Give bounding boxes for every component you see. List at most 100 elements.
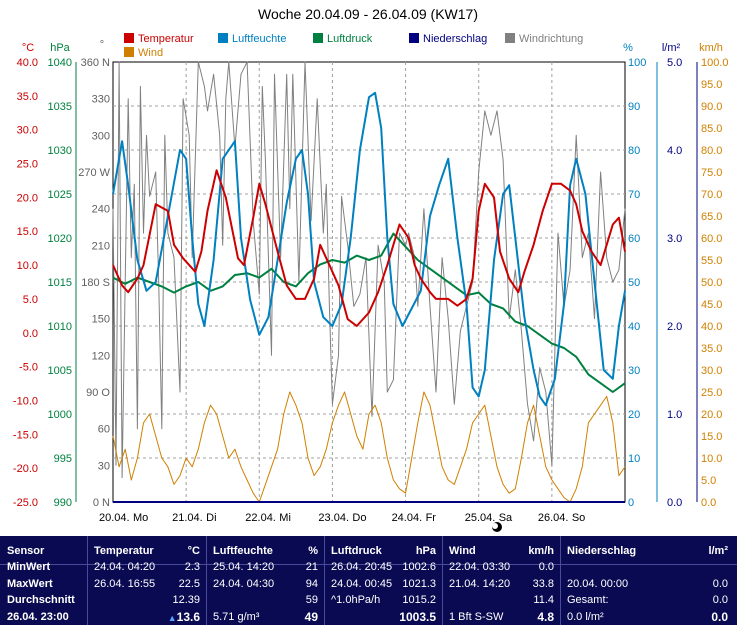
wind-tick-label: 50.0 bbox=[701, 277, 722, 289]
direction-tick-label: 0 N bbox=[93, 497, 110, 509]
direction-tick-label: 30 bbox=[98, 460, 110, 472]
legend-label: Temperatur bbox=[138, 33, 194, 45]
hum-avg-value: 59 bbox=[305, 594, 318, 606]
direction-tick-label: 120 bbox=[92, 350, 110, 362]
direction-axis-unit: ° bbox=[100, 39, 104, 51]
legend-label: Luftdruck bbox=[327, 33, 373, 45]
humidity-tick-label: 30 bbox=[628, 365, 640, 377]
header-rain: Niederschlag bbox=[567, 545, 637, 557]
temp-tick-label: 5.0 bbox=[23, 294, 38, 306]
wind-max-time: 21.04. 14:20 bbox=[449, 578, 511, 590]
header-temp-unit: °C bbox=[187, 545, 200, 557]
x-day-label: Do bbox=[352, 512, 366, 524]
humidity-tick-label: 100 bbox=[628, 57, 646, 69]
temp-tick-label: 20.0 bbox=[17, 192, 38, 204]
temp-tick-label: -20.0 bbox=[13, 463, 38, 475]
temp-tick-label: 25.0 bbox=[17, 159, 38, 171]
rain-current-amount: 0.0 l/m² bbox=[567, 611, 604, 623]
rain-tick-label: 5.0 bbox=[667, 57, 682, 69]
x-day-label: Sa bbox=[499, 512, 513, 524]
wind-tick-label: 85.0 bbox=[701, 123, 722, 135]
temp-tick-label: 35.0 bbox=[17, 91, 38, 103]
temp-axis-unit: °C bbox=[22, 42, 34, 54]
x-date-label: 20.04. bbox=[99, 512, 130, 524]
series-temperatur bbox=[112, 169, 626, 327]
hum-current-value: 49 bbox=[304, 610, 318, 624]
temp-tick-label: 15.0 bbox=[17, 226, 38, 238]
direction-tick-label: 360 N bbox=[81, 57, 110, 69]
x-date-label: 26.04. bbox=[538, 512, 569, 524]
stats-col-temp: Temperatur °C 24.04. 04:20 2.3 26.04. 16… bbox=[87, 536, 206, 625]
humidity-tick-label: 70 bbox=[628, 189, 640, 201]
wind-tick-label: 10.0 bbox=[701, 453, 722, 465]
header-sensor: Sensor bbox=[7, 545, 45, 557]
x-date-label: 23.04. bbox=[318, 512, 349, 524]
legend-swatch bbox=[124, 47, 134, 57]
legend-swatch bbox=[313, 33, 323, 43]
header-pressure: Luftdruck bbox=[331, 545, 382, 557]
header-humidity-unit: % bbox=[308, 545, 318, 557]
press-max-time: 24.04. 00:45 bbox=[331, 578, 393, 590]
direction-tick-label: 300 bbox=[92, 130, 110, 142]
wind-tick-label: 5.0 bbox=[701, 475, 716, 487]
stats-col-rain: Niederschlag l/m² 20.04. 00:00 0.0 Gesam… bbox=[560, 536, 728, 625]
pressure-axis-unit: hPa bbox=[50, 42, 70, 54]
chart-title: Woche 20.04.09 - 26.04.09 (KW17) bbox=[258, 6, 478, 22]
pressure-tick-label: 1040 bbox=[48, 57, 72, 69]
hum-max-time: 24.04. 04:30 bbox=[213, 578, 275, 590]
header-temp: Temperatur bbox=[94, 545, 154, 557]
wind-current-value: 4.8 bbox=[537, 610, 554, 624]
temp-tick-label: -10.0 bbox=[13, 395, 38, 407]
rain-total-label: Gesamt: bbox=[567, 594, 609, 606]
humidity-tick-label: 60 bbox=[628, 233, 640, 245]
wind-tick-label: 80.0 bbox=[701, 145, 722, 157]
header-rain-unit: l/m² bbox=[708, 545, 728, 557]
direction-tick-label: 150 bbox=[92, 314, 110, 326]
rain-max-time: 20.04. 00:00 bbox=[567, 578, 629, 590]
humidity-tick-label: 90 bbox=[628, 101, 640, 113]
press-trend: ^1.0hPa/h bbox=[331, 594, 381, 606]
trend-arrow-icon: ▲ bbox=[167, 613, 177, 623]
direction-tick-label: 210 bbox=[92, 240, 110, 252]
moon-phase-icon-inner bbox=[492, 523, 498, 529]
wind-tick-label: 65.0 bbox=[701, 211, 722, 223]
press-current-value: 1003.5 bbox=[399, 610, 436, 624]
wind-tick-label: 100.0 bbox=[701, 57, 729, 69]
x-day-label: Mo bbox=[133, 512, 148, 524]
temp-tick-label: -5.0 bbox=[19, 362, 38, 374]
direction-tick-label: 90 O bbox=[86, 387, 110, 399]
legend-swatch bbox=[505, 33, 515, 43]
label-max: MaxWert bbox=[7, 578, 53, 590]
rain-tick-label: 4.0 bbox=[667, 145, 682, 157]
wind-tick-label: 45.0 bbox=[701, 299, 722, 311]
rain-total-value: 0.0 bbox=[712, 594, 728, 606]
label-avg: Durchschnitt bbox=[7, 594, 75, 606]
temp-current-text: 13.6 bbox=[176, 610, 200, 624]
divider bbox=[0, 564, 737, 565]
wind-tick-label: 20.0 bbox=[701, 409, 722, 421]
pressure-tick-label: 1035 bbox=[48, 101, 72, 113]
wind-tick-label: 70.0 bbox=[701, 189, 722, 201]
direction-tick-label: 180 S bbox=[81, 277, 110, 289]
direction-tick-label: 270 W bbox=[78, 167, 110, 179]
temp-current-value: ▲13.6 bbox=[168, 611, 200, 625]
press-min-value: 1002.6 bbox=[402, 561, 436, 573]
humidity-tick-label: 0 bbox=[628, 497, 634, 509]
pressure-tick-label: 1000 bbox=[48, 409, 72, 421]
press-avg-value: 1015.2 bbox=[402, 594, 436, 606]
wind-avg-value: 11.4 bbox=[533, 594, 554, 606]
wind-tick-label: 90.0 bbox=[701, 101, 722, 113]
wind-tick-label: 95.0 bbox=[701, 79, 722, 91]
pressure-tick-label: 995 bbox=[54, 453, 72, 465]
header-humidity: Luftfeuchte bbox=[213, 545, 273, 557]
temp-max-time: 26.04. 16:55 bbox=[94, 578, 156, 590]
humidity-tick-label: 40 bbox=[628, 321, 640, 333]
label-min: MinWert bbox=[7, 561, 51, 573]
rain-max-value: 0.0 bbox=[712, 578, 728, 590]
direction-tick-label: 330 bbox=[92, 94, 110, 106]
wind-tick-label: 35.0 bbox=[701, 343, 722, 355]
legend-label: Windrichtung bbox=[519, 33, 583, 45]
x-day-label: Di bbox=[206, 512, 216, 524]
x-date-label: 25.04. bbox=[465, 512, 496, 524]
series-luftfeuchte bbox=[112, 91, 626, 407]
